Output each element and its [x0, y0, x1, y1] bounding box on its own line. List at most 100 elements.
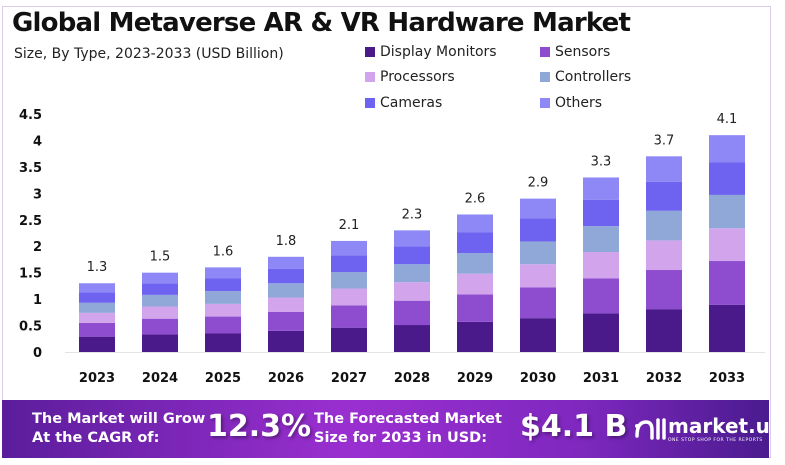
cagr-label-line2: At the CAGR of:: [32, 430, 160, 446]
bar-segment-processors: [646, 240, 682, 271]
bar-segment-controllers: [79, 302, 115, 313]
bar-segment-sensors: [520, 287, 556, 319]
bar-segment-controllers: [709, 194, 745, 229]
bar-segment-sensors: [646, 270, 682, 310]
total-label: 2.1: [339, 218, 360, 233]
bar-segment-controllers: [520, 241, 556, 265]
bar-segment-cameras: [142, 283, 178, 295]
forecast-label-line2: Size for 2033 in USD:: [314, 430, 488, 446]
total-label: 3.3: [591, 154, 612, 169]
total-label: 2.6: [465, 191, 486, 206]
y-tick-label: 4.5: [19, 108, 42, 123]
chart-title: Global Metaverse AR & VR Hardware Market: [12, 8, 631, 38]
bar-segment-sensors: [79, 322, 115, 337]
bar-segment-controllers: [331, 272, 367, 289]
legend-label: Display Monitors: [380, 44, 497, 60]
chart-subtitle: Size, By Type, 2023-2033 (USD Billion): [14, 46, 284, 62]
bar-segment-others: [268, 256, 304, 269]
bar-segment-display-monitors: [205, 333, 241, 352]
bar-segment-cameras: [709, 162, 745, 195]
legend-item: Sensors: [540, 44, 610, 60]
bar-segment-processors: [709, 228, 745, 262]
bar-segment-processors: [331, 288, 367, 306]
y-tick-label: 0: [33, 346, 42, 361]
legend-swatch: [365, 98, 375, 108]
y-tick-label: 4: [33, 134, 42, 149]
bar-segment-others: [520, 198, 556, 219]
bar-segment-others: [142, 272, 178, 284]
bar-segment-display-monitors: [646, 309, 682, 352]
bar-segment-controllers: [142, 294, 178, 307]
x-tick-label: 2025: [205, 371, 241, 386]
bar-segment-others: [331, 240, 367, 256]
x-tick-label: 2026: [268, 371, 304, 386]
bar-segment-processors: [79, 312, 115, 323]
bar-segment-cameras: [331, 255, 367, 273]
total-label: 1.5: [150, 250, 171, 265]
legend-label: Processors: [380, 69, 455, 85]
bar-segment-others: [646, 156, 682, 182]
bar-segment-cameras: [583, 199, 619, 227]
y-tick-label: 0.5: [19, 320, 42, 335]
logo-icon: [635, 417, 666, 440]
x-tick-label: 2027: [331, 371, 367, 386]
bar-segment-cameras: [79, 292, 115, 303]
bar-segment-processors: [205, 303, 241, 317]
bar-segment-sensors: [394, 300, 430, 326]
bar-segment-controllers: [268, 283, 304, 298]
legend-item: Cameras: [365, 95, 442, 111]
bar-segment-processors: [583, 252, 619, 279]
bar-segment-processors: [142, 306, 178, 319]
cagr-label-line1: The Market will Grow: [32, 411, 206, 427]
bar-segment-processors: [268, 297, 304, 312]
legend-swatch: [365, 72, 375, 82]
bar-segment-others: [583, 177, 619, 200]
legend-swatch: [540, 72, 550, 82]
bar-segment-processors: [394, 282, 430, 301]
bar-segment-processors: [457, 273, 493, 295]
bar-segment-display-monitors: [331, 327, 367, 352]
legend-label: Sensors: [555, 44, 611, 60]
bar-segment-display-monitors: [457, 321, 493, 352]
x-tick-label: 2029: [457, 371, 493, 386]
bar-segment-processors: [520, 264, 556, 288]
footer-banner: The Market will Grow At the CAGR of: 12.…: [2, 400, 782, 458]
bar-segment-cameras: [457, 232, 493, 254]
cagr-value: 12.3%: [207, 409, 312, 444]
total-label: 1.3: [87, 260, 108, 275]
stacked-bar-chart: 0 0.5 1 1.5 2 2.5 3 3.5 4 4.5 1.3 2023 1.5 2024 1.6 202…: [19, 108, 765, 386]
bar-segment-display-monitors: [583, 313, 619, 352]
bar-segment-others: [457, 214, 493, 233]
bar-segment-cameras: [205, 278, 241, 292]
logo-text: market.us: [668, 414, 782, 438]
legend-swatch: [540, 47, 550, 57]
forecast-value: $4.1 B: [520, 409, 628, 444]
y-tick-label: 3.5: [19, 161, 42, 176]
bar-segment-sensors: [142, 318, 178, 335]
bar-segment-cameras: [646, 181, 682, 211]
bar-segment-sensors: [205, 316, 241, 334]
bar-segment-display-monitors: [142, 334, 178, 352]
x-tick-label: 2031: [583, 371, 619, 386]
total-label: 3.7: [654, 133, 675, 148]
bar-segment-others: [394, 230, 430, 247]
bar-segment-cameras: [394, 246, 430, 265]
bar-segment-others: [205, 267, 241, 279]
legend-label: Cameras: [380, 95, 443, 111]
bar-segment-sensors: [268, 311, 304, 331]
bar-segment-controllers: [394, 264, 430, 283]
total-label: 2.3: [402, 207, 423, 222]
y-tick-label: 2: [33, 240, 42, 255]
bar-segment-others: [709, 135, 745, 163]
bar-segment-display-monitors: [394, 325, 430, 352]
x-tick-label: 2023: [79, 371, 115, 386]
bar-segment-cameras: [268, 268, 304, 284]
bar-segment-sensors: [709, 261, 745, 305]
legend-label: Others: [555, 95, 603, 111]
market-us-logo: market.us ONE STOP SHOP FOR THE REPORTS: [634, 414, 782, 443]
bar-segment-sensors: [331, 305, 367, 328]
bar-segment-controllers: [205, 291, 241, 304]
bar-segment-controllers: [646, 210, 682, 241]
legend-item: Display Monitors: [365, 44, 497, 60]
